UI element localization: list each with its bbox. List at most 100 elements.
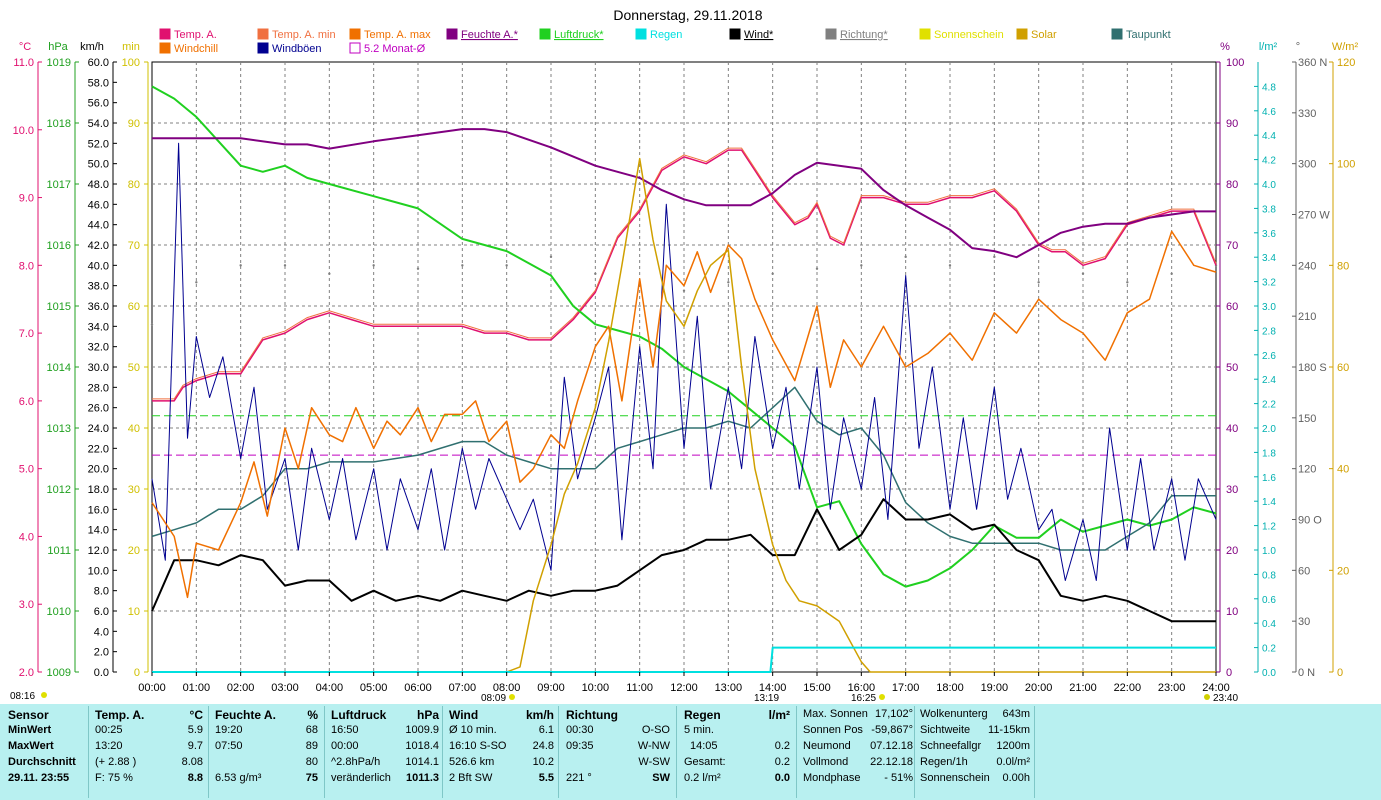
wind-tick-label: 58.0	[88, 77, 109, 89]
axis-unit-labels: °C hPa km/h min % l/m² ° W/m²	[19, 41, 1359, 53]
press-tick-label: 1012	[47, 484, 71, 496]
direction-column: Richtung 00:30 O-SO 09:35 W-NW W-SW 221 ° S…	[566, 708, 670, 788]
x-tick-label: 08:00	[493, 682, 521, 694]
x-tick-label: 00:00	[138, 682, 166, 694]
hum-min-time: 19:20	[215, 724, 243, 736]
noon-marker-label: 08:09	[481, 693, 506, 704]
hum-unit: %	[1220, 41, 1230, 53]
direction-dot	[727, 281, 730, 284]
direction-dot	[1081, 272, 1085, 276]
hum-tick-label: 90	[1226, 118, 1238, 130]
wind-tick-label: 0.0	[94, 667, 109, 679]
temp-tick-label: 8.0	[19, 260, 34, 272]
wind-tick-label: 44.0	[88, 220, 109, 232]
hum-tick-label: 50	[1226, 362, 1238, 374]
wind-beaufort: 2 Bft SW	[449, 772, 493, 784]
legend-swatch	[349, 42, 361, 54]
visibility-value: 11-15km	[988, 724, 1030, 736]
temp-max-time: 13:20	[95, 740, 123, 752]
legend-swatch	[446, 28, 458, 40]
moon-phase-label: Mondphase	[803, 772, 861, 784]
plot-area	[150, 85, 1218, 673]
rain-interval: 5 min.	[684, 724, 714, 736]
solar-tick-label: 0	[1337, 667, 1343, 679]
dir-min-time: 00:30	[566, 724, 594, 736]
rain-total-value: 0.2	[774, 756, 790, 768]
rain-tick-label: 1.8	[1262, 448, 1276, 459]
min-label: MinWert	[8, 724, 52, 736]
dir-tick-label: 0 N	[1298, 667, 1315, 679]
rain-unit: l/m²	[1259, 41, 1278, 53]
wind-header: Wind	[449, 708, 479, 722]
legend-label: Temp. A. min	[272, 29, 336, 41]
direction-dot	[505, 264, 508, 267]
x-tick-label: 10:00	[582, 682, 610, 694]
hum-tick-label: 70	[1226, 240, 1238, 252]
hum-tick-label: 10	[1226, 606, 1238, 618]
rain-tick-label: 3.4	[1262, 253, 1276, 264]
hum-unit: %	[307, 708, 318, 722]
direction-dot	[195, 281, 198, 284]
temp-tick-label: 2.0	[19, 667, 34, 679]
dir-avg-value: W-SW	[638, 756, 670, 768]
minutes-tick-label: 40	[128, 423, 140, 435]
rain-tick-label: 1.0	[1262, 546, 1276, 557]
wind-current-value: 5.5	[538, 772, 554, 784]
legend-label: Solar	[1031, 29, 1057, 41]
sun-markers: 08:16 08:09 13:19 16:25 23:40	[10, 691, 1238, 704]
series-windchill	[151, 230, 1217, 599]
dir-min-value: O-SO	[641, 724, 670, 736]
minutes-tick-label: 20	[128, 545, 140, 557]
dir-max-value: W-NW	[637, 740, 670, 752]
x-tick-label: 16:00	[848, 682, 876, 694]
rain-hour-value: 0.0l/m²	[996, 756, 1030, 768]
press-tick-label: 1019	[47, 57, 71, 69]
hum-tick-label: 100	[1226, 57, 1244, 69]
wind-column: Wind km/h Ø 10 min. 6.1 16:10 S-SO 24.8 526…	[449, 708, 554, 788]
minutes-tick-label: 0	[134, 667, 140, 679]
x-tick-label: 09:00	[537, 682, 565, 694]
visibility-label: Sichtweite	[920, 724, 971, 736]
legend-label: Temp. A.	[174, 29, 217, 41]
rain-tick-label: 0.0	[1262, 668, 1276, 679]
rain-tick-label: 0.6	[1262, 595, 1276, 606]
temp-trend: (+ 2.88 )	[95, 756, 137, 768]
direction-dot	[860, 264, 863, 267]
dir-tick-label: 330	[1298, 108, 1316, 120]
x-tick-label: 02:00	[227, 682, 255, 694]
series-taupunkt	[151, 386, 1216, 551]
direction-dot	[549, 255, 553, 259]
wind-tick-label: 8.0	[94, 586, 109, 598]
temp-avg-value: 8.08	[181, 756, 203, 768]
rain-day-total: 0.2 l/m²	[684, 772, 721, 784]
sunshine-label: Sonnenschein	[920, 772, 990, 784]
dir-tick-label: 60	[1298, 565, 1310, 577]
direction-dot	[1037, 281, 1040, 284]
temp-max-value: 9.7	[187, 740, 203, 752]
solar-tick-label: 80	[1337, 260, 1349, 272]
series-luftdruck	[151, 85, 1217, 588]
x-tick-label: 13:00	[715, 682, 743, 694]
direction-dot	[594, 272, 597, 276]
rain-tick-label: 1.6	[1262, 473, 1276, 484]
wind-tick-label: 10.0	[88, 565, 109, 577]
wind-tick-label: 32.0	[88, 342, 109, 354]
legend-swatch	[159, 42, 171, 54]
legend-label: Regen	[650, 29, 682, 41]
sensor-header: Sensor	[8, 708, 49, 722]
wind-unit: km/h	[525, 708, 554, 722]
wind-tick-label: 34.0	[88, 321, 109, 333]
temp-min-time: 00:25	[95, 724, 123, 736]
hum-tick-label: 0	[1226, 667, 1232, 679]
full-moon-value: 22.12.18	[870, 756, 913, 768]
rain-tick-label: 0.2	[1262, 644, 1276, 655]
rain-hour-label: Regen/1h	[920, 756, 968, 768]
rain-tick-label: 3.2	[1262, 278, 1276, 289]
direction-dot	[328, 272, 331, 276]
rain-max-value: 0.2	[774, 740, 790, 752]
x-tick-label: 01:00	[183, 682, 211, 694]
series-windb-en	[151, 142, 1217, 581]
wind-tick-label: 28.0	[88, 382, 109, 394]
wind-avg10-value: 6.1	[538, 724, 554, 736]
rain-max-time: 14:05	[690, 740, 718, 752]
